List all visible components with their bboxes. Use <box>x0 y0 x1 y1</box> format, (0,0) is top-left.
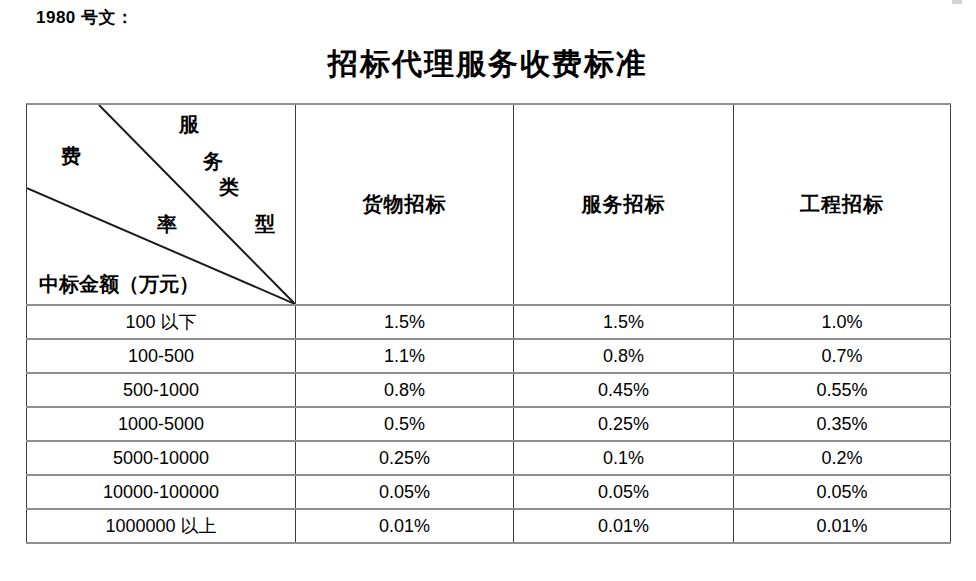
table-row: 100-500 1.1% 0.8% 0.7% <box>27 339 951 373</box>
rate-cell: 0.2% <box>734 441 951 475</box>
amount-range-cell: 1000000 以上 <box>27 509 296 543</box>
rate-cell: 0.01% <box>734 509 951 543</box>
rate-cell: 0.35% <box>734 407 951 441</box>
rate-cell: 0.05% <box>514 475 734 509</box>
corner-amount-label: 中标金额（万元） <box>39 271 199 298</box>
table-row: 10000-100000 0.05% 0.05% 0.05% <box>27 475 951 509</box>
rate-cell: 0.25% <box>514 407 734 441</box>
rate-cell: 0.8% <box>514 339 734 373</box>
table-row: 500-1000 0.8% 0.45% 0.55% <box>27 373 951 407</box>
amount-range-cell: 10000-100000 <box>27 475 296 509</box>
amount-range-cell: 5000-10000 <box>27 441 296 475</box>
column-header-engineering: 工程招标 <box>734 104 951 305</box>
rate-cell: 0.05% <box>296 475 514 509</box>
rate-cell: 0.8% <box>296 373 514 407</box>
amount-range-cell: 500-1000 <box>27 373 296 407</box>
amount-range-cell: 1000-5000 <box>27 407 296 441</box>
document-page: 1980 号文： 招标代理服务收费标准 服 务 类 型 费 <box>0 0 976 581</box>
corner-label-service-type-char: 务 <box>203 151 223 171</box>
rate-cell: 0.5% <box>296 407 514 441</box>
page-title: 招标代理服务收费标准 <box>26 44 950 85</box>
rate-cell: 0.45% <box>514 373 734 407</box>
rate-cell: 1.5% <box>296 305 514 339</box>
scrollbar-fragment <box>952 0 962 4</box>
rate-cell: 0.1% <box>514 441 734 475</box>
corner-label-fee-rate-char: 费 <box>61 146 81 166</box>
corner-label-fee-rate-char: 率 <box>157 214 177 234</box>
corner-header-cell: 服 务 类 型 费 率 中标金额（万元） <box>27 104 296 305</box>
amount-range-cell: 100-500 <box>27 339 296 373</box>
table-row: 1000000 以上 0.01% 0.01% 0.01% <box>27 509 951 543</box>
rate-cell: 1.0% <box>734 305 951 339</box>
table-header-row: 服 务 类 型 费 率 中标金额（万元） 货物招标 服务招标 工程招标 <box>27 104 951 305</box>
table-row: 1000-5000 0.5% 0.25% 0.35% <box>27 407 951 441</box>
rate-cell: 1.5% <box>514 305 734 339</box>
column-header-services: 服务招标 <box>514 104 734 305</box>
rate-cell: 0.05% <box>734 475 951 509</box>
column-header-goods: 货物招标 <box>296 104 514 305</box>
doc-ref: 1980 号文： <box>36 6 134 29</box>
corner-label-service-type-char: 类 <box>219 177 239 197</box>
rate-cell: 1.1% <box>296 339 514 373</box>
rate-cell: 0.01% <box>296 509 514 543</box>
rate-cell: 0.25% <box>296 441 514 475</box>
amount-range-cell: 100 以下 <box>27 305 296 339</box>
rate-cell: 0.01% <box>514 509 734 543</box>
table-row: 5000-10000 0.25% 0.1% 0.2% <box>27 441 951 475</box>
corner-label-service-type-char: 服 <box>179 114 199 134</box>
rate-cell: 0.55% <box>734 373 951 407</box>
corner-label-service-type-char: 型 <box>255 214 275 234</box>
table-row: 100 以下 1.5% 1.5% 1.0% <box>27 305 951 339</box>
fee-table: 服 务 类 型 费 率 中标金额（万元） 货物招标 服务招标 工程招标 100 … <box>26 103 951 544</box>
rate-cell: 0.7% <box>734 339 951 373</box>
